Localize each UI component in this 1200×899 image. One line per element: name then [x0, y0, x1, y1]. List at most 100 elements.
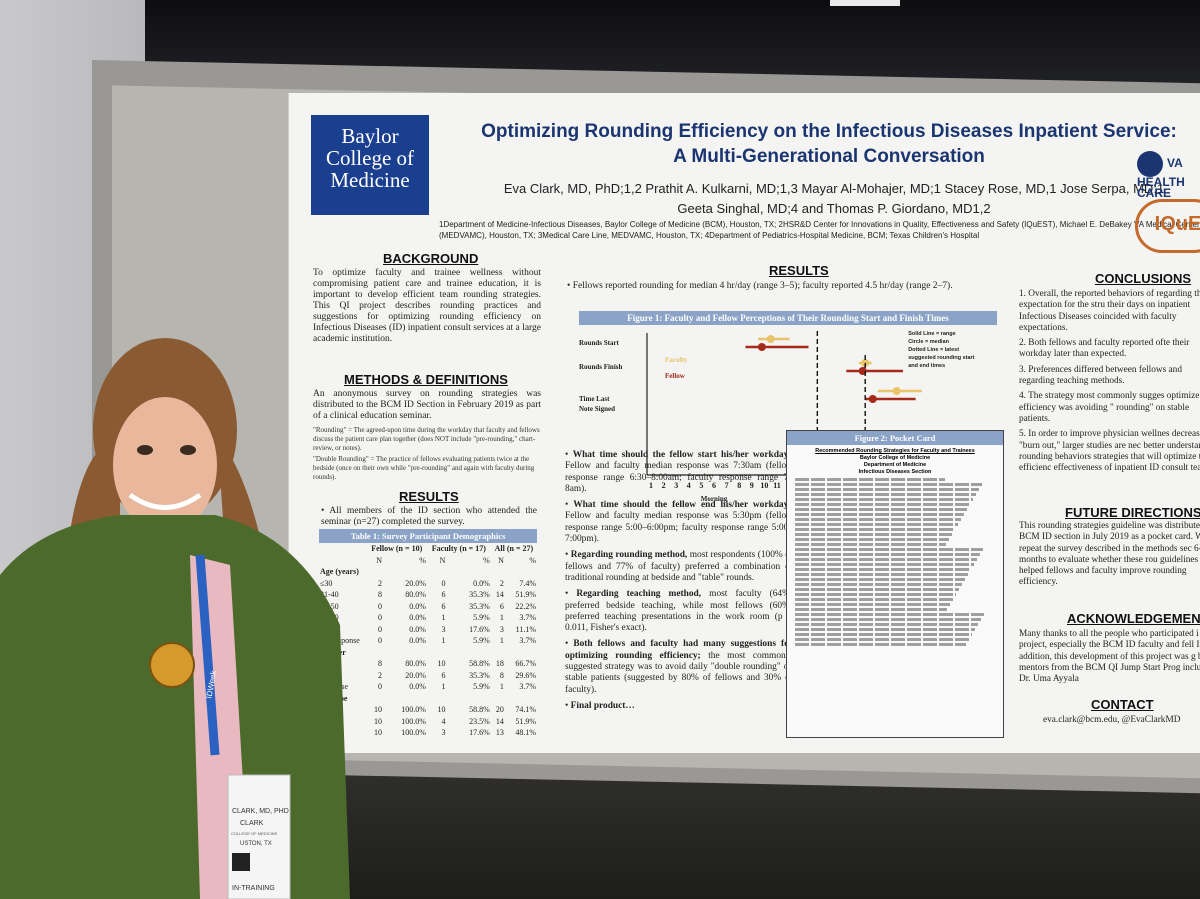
table-cell: 0.0%	[409, 624, 426, 634]
figure-1-caption: Figure 1: Faculty and Fellow Perceptions…	[579, 311, 997, 325]
green-jacket	[0, 515, 350, 899]
table-cell: 5.9%	[473, 682, 490, 692]
future-directions-text: This rounding strategies guideline was d…	[1019, 521, 1200, 588]
title-line-1: Optimizing Rounding Efficiency on the In…	[481, 121, 1177, 142]
presenter-photo: CLARK, MD, PHD CLARK COLLEGE OF MEDICINE…	[0, 338, 350, 899]
conclusion-item: 3. Preferences differed between fellows …	[1019, 364, 1182, 387]
table-cell	[427, 693, 447, 705]
card-text-line	[795, 608, 947, 611]
table-row: >6000.0%317.6%311.1%	[319, 624, 537, 636]
figure-1-series-faculty: Faculty	[665, 356, 688, 364]
table-cell: 80.0%	[405, 659, 426, 669]
group-faculty: Faculty (n = 17)	[431, 544, 486, 554]
table-cell: 10	[374, 728, 382, 738]
table-cell	[505, 693, 537, 705]
card-text-line	[795, 493, 976, 496]
badge-org: COLLEGE OF MEDICINE	[231, 831, 278, 836]
q-final-product-text: Final product…	[570, 700, 635, 711]
methods-heading: METHODS & DEFINITIONS	[344, 372, 508, 387]
figure-1-tick-label: 11	[773, 481, 781, 490]
table-cell: 3.7%	[519, 682, 536, 692]
table-cell	[427, 566, 447, 578]
background-text: To optimize faculty and trainee wellness…	[313, 268, 541, 344]
future-directions-heading: FUTURE DIRECTIONS	[1065, 505, 1200, 520]
q-end-time: • What time should the fellow end his/he…	[565, 500, 793, 545]
figure-1-legend-line: suggested rounding start	[908, 355, 974, 361]
table-cell: 3	[499, 624, 504, 634]
col-header: %	[483, 555, 490, 565]
card-text-line	[795, 548, 983, 551]
q-teaching-method-text: most faculty (64%) preferred bedside tea…	[565, 589, 793, 634]
table-col-row: N % N % N %	[319, 555, 537, 567]
poster: Baylor College of Medicine Optimizing Ro…	[288, 93, 1200, 753]
card-text-line	[795, 513, 964, 516]
card-text-line	[795, 528, 955, 531]
figure-1-row-label: Rounds Start	[579, 339, 620, 347]
table-cell: 11.1%	[515, 624, 536, 634]
table-cell: 2	[499, 578, 504, 588]
table-cell: 18	[495, 659, 504, 669]
figure-1-tick-label: 8	[737, 481, 741, 490]
table-cell: 23.5%	[469, 716, 490, 726]
authors-line-2: Geeta Singhal, MD;4 and Thomas P. Giorda…	[677, 201, 991, 216]
table-cell	[491, 647, 505, 659]
col-header: %	[529, 555, 536, 565]
results-rounding-hours: • Fellows reported rounding for median 4…	[567, 281, 953, 291]
ceiling-lamp	[830, 0, 900, 6]
figure-1-tick-label: 6	[712, 481, 716, 490]
q-rounding-method-head: Regarding rounding method,	[570, 550, 688, 561]
table-cell: 6	[441, 590, 446, 600]
table-cell	[505, 647, 537, 659]
table-row: Age (years)	[319, 566, 537, 578]
card-text-line	[795, 618, 981, 621]
table-row: 10 100.0% 3 17.6% 13 48.1%	[319, 727, 537, 739]
table-cell: 1	[499, 636, 504, 646]
figure-1-median-point	[892, 387, 901, 395]
figure-2-pocket-card: Figure 2: Pocket Card Recommended Roundi…	[786, 430, 1004, 738]
table-cell: 8	[378, 659, 382, 669]
table-row: 31-40 8 80.0% 6 35.3% 14 51.9%	[319, 589, 537, 601]
table-cell: 0	[378, 613, 382, 623]
card-text-line	[795, 553, 980, 556]
card-text-line	[795, 588, 959, 591]
right-eye	[180, 445, 196, 455]
results-questions: • What time should the fellow start his/…	[565, 450, 793, 717]
table-cell: 51.9%	[515, 716, 536, 726]
card-text-line	[795, 623, 978, 626]
table-cell: 0.0%	[409, 613, 426, 623]
conclusion-item: 2. Both fellows and faculty reported oft…	[1019, 338, 1190, 360]
table-row: 51-6000.0%15.9%13.7%	[319, 612, 537, 624]
card-text-line	[795, 603, 950, 606]
card-text-line	[795, 503, 970, 506]
table-cell: 5.9%	[473, 636, 490, 646]
results-rounding-hours-text: Fellows reported rounding for median 4 h…	[572, 281, 953, 291]
table-cell: 35.3%	[469, 590, 490, 600]
conclusions-list: 1. Overall, the reported behaviors of re…	[1019, 289, 1200, 474]
table-cell: 35.3%	[469, 601, 490, 611]
table-cell: 1	[499, 613, 504, 623]
card-text-line	[795, 563, 974, 566]
table-cell	[383, 693, 427, 705]
figure-1-tick-label: 3	[674, 481, 678, 490]
card-text-line	[795, 543, 946, 546]
figure-1-median-point	[766, 335, 775, 343]
card-text-line	[795, 613, 984, 616]
table-cell: 0	[378, 636, 382, 646]
q-suggestions: • Both fellows and faculty had many sugg…	[565, 639, 793, 695]
button-pin	[149, 642, 195, 688]
table-cell	[383, 647, 427, 659]
va-seal-icon	[1137, 151, 1163, 177]
table-row: 41-5000.0%635.3%622.2%	[319, 601, 537, 613]
conclusion-item: 4. The strategy most commonly sugges opt…	[1019, 391, 1200, 424]
table-cell: 10	[374, 716, 382, 726]
table-cell: 3	[441, 728, 446, 738]
figure-1-tick-label: 7	[725, 481, 729, 490]
table-cell: 14	[495, 590, 504, 600]
table-cell: 51.9%	[515, 590, 536, 600]
table-cell: 20	[495, 705, 504, 715]
table-cell: 29.6%	[515, 670, 536, 680]
card-text-line	[795, 538, 949, 541]
table-cell: 3	[441, 624, 446, 634]
card-org-3: Infectious Diseases Section	[858, 469, 932, 475]
table-cell: 10	[437, 659, 446, 669]
